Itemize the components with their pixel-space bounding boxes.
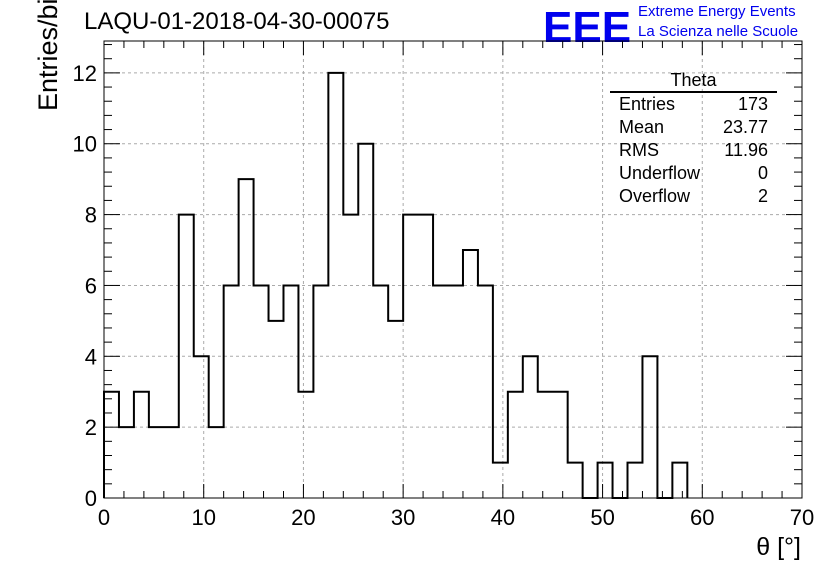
y-tick-label: 6	[85, 273, 97, 298]
y-tick-label: 4	[85, 344, 97, 369]
x-tick-label: 20	[291, 505, 315, 530]
logo-line-2: La Scienza nelle Scuole	[638, 23, 799, 40]
stats-value: 23.77	[722, 117, 768, 137]
eee-logo-mark: EEE	[543, 3, 631, 46]
y-tick-label: 2	[85, 415, 97, 440]
y-tick-label: 0	[85, 486, 97, 511]
stats-box: Theta Entries 173 Mean 23.77 RMS 11.96 Underfl…	[610, 70, 777, 208]
eee-logo: EEE	[543, 3, 631, 46]
x-tick-label: 0	[98, 505, 110, 530]
x-axis-label: θ [°]	[756, 533, 801, 561]
stats-label: Mean	[619, 117, 665, 137]
stats-value: 173	[737, 94, 768, 114]
stats-value: 11.96	[724, 140, 768, 160]
y-tick-label: 8	[85, 203, 97, 228]
y-tick-label: 12	[73, 61, 97, 86]
x-tick-label: 30	[391, 505, 415, 530]
stats-label: Overflow	[619, 186, 691, 206]
x-tick-label: 10	[191, 505, 215, 530]
y-tick-label: 10	[73, 132, 97, 157]
x-tick-labels: 0 10 20 30 40 50 60 70	[98, 505, 814, 530]
histogram-outline	[103, 71, 689, 499]
stats-rows: Entries 173 Mean 23.77 RMS 11.96 Underflow 0 Ove…	[610, 93, 777, 208]
x-tick-label: 40	[491, 505, 515, 530]
logo-line-1: Extreme Energy Events	[638, 3, 796, 20]
x-tick-label: 50	[590, 505, 614, 530]
plot-frame	[103, 40, 803, 499]
stats-title: Theta	[610, 70, 777, 93]
chart-title: LAQU-01-2018-04-30-00075	[84, 8, 390, 35]
stats-row: Overflow 2	[610, 185, 777, 208]
stats-value: 0	[757, 163, 768, 183]
x-tick-label: 60	[690, 505, 714, 530]
stats-value: 2	[757, 186, 768, 206]
y-tick-labels: 0 2 4 6 8 10 12	[73, 61, 97, 511]
stats-row: Mean 23.77	[610, 116, 777, 139]
stats-row: RMS 11.96	[610, 139, 777, 162]
axis-ticks	[103, 41, 803, 499]
stats-label: Entries	[619, 94, 676, 114]
stats-row: Entries 173	[610, 93, 777, 116]
stats-label: RMS	[619, 140, 659, 160]
stats-row: Underflow 0	[610, 162, 777, 185]
x-tick-label: 70	[790, 505, 814, 530]
stats-label: Underflow	[619, 163, 701, 183]
